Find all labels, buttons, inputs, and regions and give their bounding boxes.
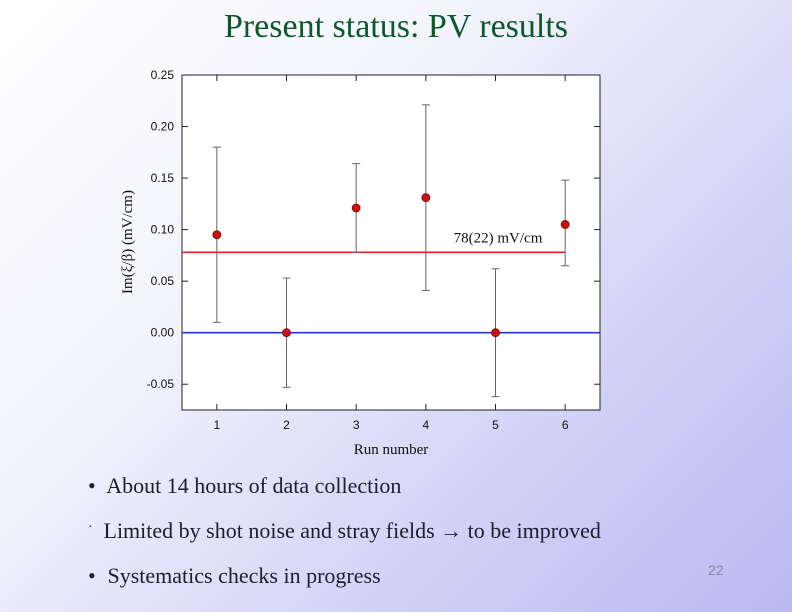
x-axis-label: Run number	[354, 442, 429, 458]
data-point	[212, 230, 222, 240]
bullet-text: About 14 hours of data collection	[106, 473, 402, 498]
x-tick-label: 2	[283, 418, 290, 432]
data-point	[351, 203, 361, 213]
bullet-text: Limited by shot noise and stray fields →…	[103, 518, 601, 543]
fit-value-annotation: 78(22) mV/cm	[454, 230, 543, 246]
x-tick-label: 4	[422, 418, 429, 432]
data-point	[560, 220, 570, 229]
x-tick-label: 6	[562, 418, 569, 432]
y-axis-label: Im(ξ/β) (mV/cm)	[120, 190, 136, 294]
plot-area	[181, 74, 601, 411]
x-tick-label: 3	[353, 418, 360, 432]
reference-lines	[182, 251, 600, 334]
data-point	[282, 328, 291, 338]
slide-title: Present status: PV results	[223, 8, 569, 45]
x-axis: 1 2 3 4 5 6	[213, 75, 569, 432]
bullet-item-2: · Limited by shot noise and stray fields…	[88, 518, 601, 544]
bullet-marker: ·	[88, 520, 93, 535]
bullet-item-1: • About 14 hours of data collection	[88, 473, 401, 499]
data-point	[421, 193, 431, 203]
bullet-text: Systematics checks in progress	[107, 563, 381, 588]
bullet-marker: •	[88, 563, 96, 588]
bullet-marker: •	[88, 473, 96, 498]
data-point	[491, 328, 500, 338]
y-tick-label: 0.15	[151, 171, 175, 185]
y-tick-label: 0.20	[151, 120, 175, 134]
y-tick-label: -0.05	[147, 377, 175, 391]
x-tick-label: 1	[213, 418, 220, 432]
y-tick-label: 0.05	[151, 274, 175, 288]
data-points	[212, 104, 570, 398]
slide-number: 22	[708, 562, 724, 578]
y-tick-label: 0.00	[151, 326, 175, 340]
x-tick-label: 5	[492, 418, 499, 432]
bullet-item-3: • Systematics checks in progress	[88, 563, 381, 589]
y-tick-label: 0.25	[151, 68, 175, 82]
y-tick-label: 0.10	[151, 223, 175, 237]
